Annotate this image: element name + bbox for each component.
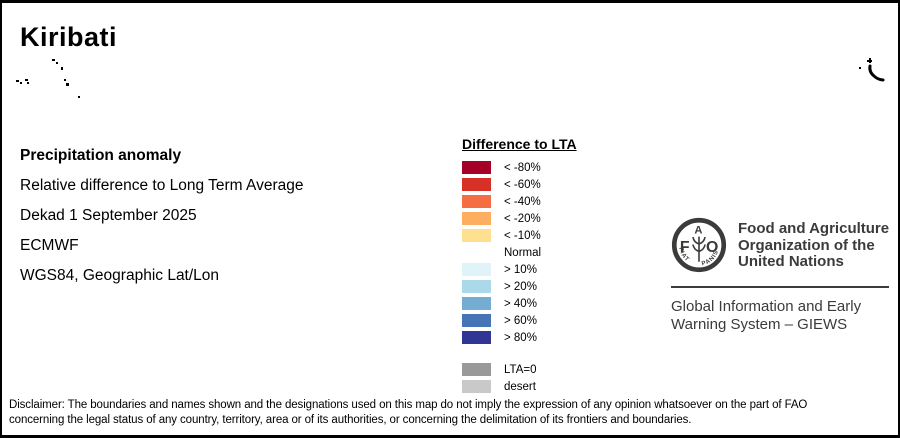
legend-row: Normal: [462, 244, 577, 261]
legend-swatch: [462, 246, 491, 259]
legend-label: > 40%: [504, 297, 537, 310]
legend-row: < -10%: [462, 227, 577, 244]
wheat-ear-icon: [692, 236, 706, 262]
fao-logo-icon: F A O FIAT PANIS: [671, 217, 727, 273]
legend-label: < -20%: [504, 212, 541, 225]
giews-label-line: Warning System – GIEWS: [671, 315, 848, 333]
legend-title: Difference to LTA: [462, 136, 577, 152]
metadata-heading: Precipitation anomaly: [20, 147, 182, 164]
island-dot: [78, 96, 80, 98]
island-dot: [859, 67, 861, 69]
legend-row: > 80%: [462, 329, 577, 346]
island-dot: [27, 82, 29, 84]
giews-label: Global Information and Early Warning Sys…: [671, 298, 889, 333]
legend-swatch: [462, 161, 491, 174]
legend-row: > 60%: [462, 312, 577, 329]
legend-label: desert: [504, 380, 536, 393]
legend-label: < -60%: [504, 178, 541, 191]
legend-row: < -40%: [462, 193, 577, 210]
fao-logo-letter-o: O: [706, 239, 718, 256]
metadata-line-variable: Relative difference to Long Term Average: [20, 177, 304, 194]
island-dot: [25, 79, 28, 81]
legend-row: desert: [462, 378, 577, 395]
legend-label: Normal: [504, 246, 542, 259]
fao-org-name: Food and Agriculture Organization of the…: [738, 217, 889, 271]
fao-logo-letter-f: F: [680, 239, 690, 256]
kiritimati-island: [868, 64, 885, 82]
island-dot: [16, 80, 19, 82]
legend-row: > 10%: [462, 261, 577, 278]
legend-swatch: [462, 314, 491, 327]
legend-label: LTA=0: [504, 363, 537, 376]
legend-label: < -10%: [504, 229, 541, 242]
island-dot: [61, 67, 63, 70]
island-dot: [56, 62, 58, 64]
fao-divider: [671, 286, 889, 288]
fao-logo-letter-a: A: [694, 224, 702, 236]
metadata-line-dekad: Dekad 1 September 2025: [20, 207, 197, 224]
legend-row: < -60%: [462, 176, 577, 193]
legend-label: > 10%: [504, 263, 537, 276]
legend-row: LTA=0: [462, 361, 577, 378]
fao-logo-ring: [671, 217, 727, 273]
legend: Difference to LTA < -80% < -60% < -40% < -2…: [462, 136, 577, 395]
legend-label: < -40%: [504, 195, 541, 208]
metadata-line-projection: WGS84, Geographic Lat/Lon: [20, 267, 220, 284]
giews-label-line: Global Information and Early: [671, 298, 862, 315]
legend-label: > 20%: [504, 280, 537, 293]
kiritimati-island-shape: [868, 64, 885, 82]
disclaimer-text: Disclaimer: The boundaries and names sho…: [9, 399, 808, 426]
legend-swatch: [462, 212, 491, 225]
legend-row: > 40%: [462, 295, 577, 312]
island-dot: [52, 59, 55, 61]
legend-swatch: [462, 263, 491, 276]
fao-org-name-line: Organization of the: [738, 236, 875, 254]
legend-label: > 80%: [504, 331, 537, 344]
page-title: Kiribati: [20, 22, 118, 52]
island-dot: [64, 79, 66, 81]
fao-org-name-line: Food and Agriculture: [738, 220, 890, 237]
island-dot: [66, 83, 69, 86]
legend-row: < -20%: [462, 210, 577, 227]
legend-label: < -80%: [504, 161, 541, 174]
legend-swatch: [462, 297, 491, 310]
legend-swatch: [462, 178, 491, 191]
fao-block: F A O FIAT PANIS Food and Agriculture Or…: [671, 217, 889, 333]
map-metadata-block: Precipitation anomaly Relative differenc…: [20, 141, 304, 291]
legend-rows: < -80% < -60% < -40% < -20% < -10% Normal > 10…: [462, 159, 577, 395]
map-canvas: [2, 3, 898, 435]
legend-swatch: [462, 280, 491, 293]
legend-row: < -80%: [462, 159, 577, 176]
legend-label: > 60%: [504, 314, 537, 327]
metadata-line-source: ECMWF: [20, 237, 79, 254]
legend-swatch: [462, 380, 491, 393]
legend-swatch: [462, 195, 491, 208]
legend-swatch: [462, 363, 491, 376]
legend-swatch: [462, 229, 491, 242]
island-dot: [869, 58, 871, 63]
legend-row: > 20%: [462, 278, 577, 295]
legend-swatch: [462, 331, 491, 344]
fao-org-name-line: United Nations: [738, 253, 844, 270]
island-dot: [20, 82, 22, 84]
